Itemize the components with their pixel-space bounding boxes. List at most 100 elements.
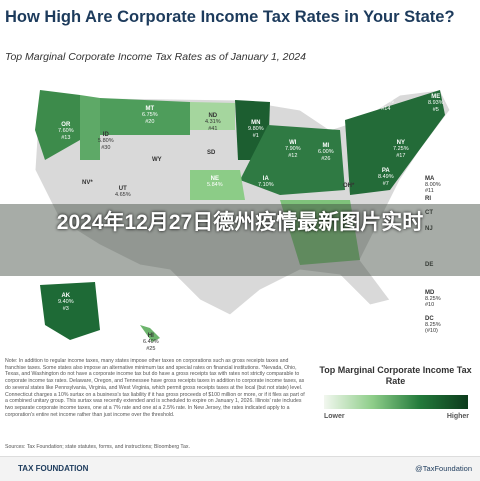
region-south [280,200,360,265]
handle: @TaxFoundation [415,464,472,473]
legend-low: Lower [324,413,345,420]
sidebar-abbr: MA [425,176,435,182]
state-abbr: VT [321,93,330,99]
subtitle: Top Marginal Corporate Income Tax Rates … [5,51,306,63]
sidebar-entry: MA 8.00% #11 [425,176,475,194]
state-abbr: WY [152,157,162,163]
sidebar-rank: #11 [425,188,434,194]
region-northeast [345,90,445,195]
state-rate: 7.10% [258,182,274,189]
state-label: ND 4.31% #41 [205,113,221,132]
state-abbr: ME [431,94,441,100]
sidebar-rate: 8.25% [425,296,441,302]
sidebar-rank: #10 [425,302,435,308]
state-rate: 7.50% [378,99,394,106]
overlay-text: 2024年12月27日德州疫情最新图片实时 [56,211,424,234]
state-label: OR 7.60% #13 [58,122,74,141]
state-rate: 8.50% [318,99,334,106]
state-rank: #30 [101,144,111,151]
state-label: VT 8.50% #8 [318,93,334,112]
state-label: HI 6.40% #25 [143,333,159,352]
state-label: WY [152,157,162,163]
state-abbr: MN [251,120,261,126]
hawaii [140,325,160,342]
state-label: MI 6.00% #26 [318,143,334,162]
state-rate: 4.65% [115,192,131,199]
state-rate: 8.49% [378,174,394,181]
state-label: AK 9.40% #3 [58,293,74,312]
state-rate: 8.93% [428,100,444,107]
sidebar-abbr: DC [425,316,434,322]
footer: TAX FOUNDATION @TaxFoundation [0,456,480,481]
region-montana [100,98,190,135]
state-rate: 9.40% [58,299,74,306]
overlay-band [0,204,480,276]
sidebar-abbr: NJ [425,226,433,232]
state-rank: #1 [252,132,259,139]
sidebar-rate: 8.25% [425,322,441,328]
state-abbr: AK [61,293,71,299]
sidebar-abbr: DE [425,262,434,268]
state-rate: 7.25% [393,146,409,153]
state-rank: #7 [382,180,389,187]
state-rank: #17 [396,152,406,159]
state-abbr: OH* [343,183,355,189]
state-rank: #26 [321,155,331,162]
state-abbr: PA [381,168,390,174]
region-west [35,90,80,160]
state-label: MT 6.75% #20 [142,106,158,125]
sidebar-entry: NJ [425,226,475,232]
sidebar-entry: MD 8.25% #10 [425,290,475,308]
state-label: IA 7.10% [258,176,274,189]
alaska [40,282,100,340]
state-label: PA 8.49% #7 [378,168,394,187]
sidebar-entry: RI [425,196,475,202]
sidebar-abbr: MD [425,290,435,296]
state-rate: 6.75% [142,112,158,119]
state-abbr: WI [289,140,297,146]
state-abbr: NE [210,176,219,182]
state-rate: 7.90% [285,146,301,153]
state-abbr: IA [262,176,269,182]
state-abbr: NV* [82,180,93,186]
state-label: OH* [343,183,354,189]
note: Note: In addition to regular income taxe… [5,358,305,418]
sidebar-abbr: CT [425,210,433,216]
state-abbr: SD [207,150,216,156]
state-label: NV* [82,180,93,186]
state-abbr: MI [322,143,330,149]
state-rank: #13 [61,134,71,141]
state-abbr: MT [145,106,155,112]
state-label: MN 9.80% #1 [248,120,264,139]
state-rate: 5.84% [207,182,223,189]
state-label: WI 7.90% #12 [285,140,301,159]
legend-gradient [324,395,468,409]
sidebar-entry: DE [425,262,475,268]
state-abbr: OR [61,122,71,128]
brand: TAX FOUNDATION [18,464,89,473]
state-rate: 6.00% [318,149,334,156]
region-northwest [80,95,100,160]
state-rate: 9.80% [248,126,264,133]
state-rate: 7.60% [58,128,74,135]
source: Sources: Tax Foundation; state statutes,… [5,444,190,450]
title: How High Are Corporate Income Tax Rates … [5,8,455,26]
state-abbr: ND [208,113,218,119]
state-abbr: NY [396,140,405,146]
state-abbr: HI [147,333,154,339]
sidebar-rate: 8.00% [425,182,441,188]
sidebar-abbr: RI [425,196,431,202]
sidebar-rank: (#10) [425,328,438,334]
region-central [190,170,245,200]
legend-title: Top Marginal Corporate Income Tax Rate [319,365,472,386]
state-rank: #3 [62,305,69,312]
region-midwest [240,125,345,195]
state-rate: 5.80% [98,138,114,145]
state-rank: #8 [322,105,329,112]
state-label: ME 8.93% #5 [428,94,444,113]
state-label: NH 7.50% #14 [378,93,394,112]
state-rate: 4.31% [205,119,221,126]
state-rank: #14 [381,105,391,112]
legend: Top Marginal Corporate Income Tax Rate L… [318,365,473,420]
